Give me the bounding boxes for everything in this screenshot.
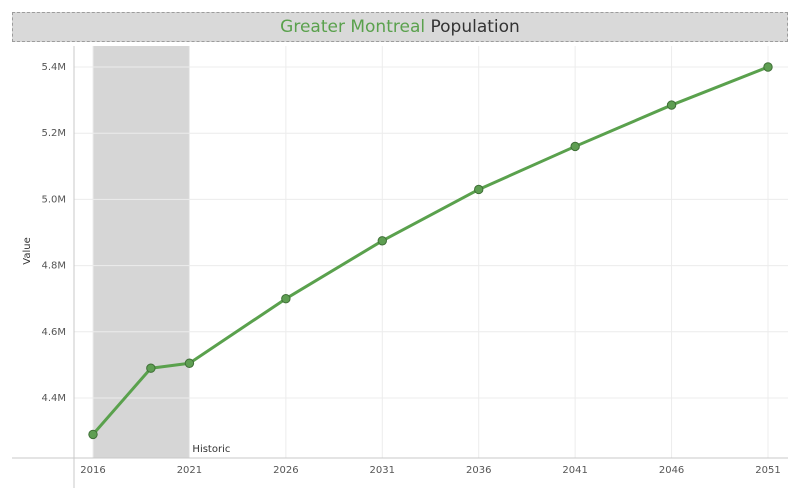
data-point — [281, 294, 291, 304]
data-point — [666, 100, 677, 110]
y-tick-label: 4.4M — [41, 393, 66, 404]
title-accent-text: Greater Montreal — [280, 17, 426, 37]
x-tick-label: 2051 — [755, 465, 780, 476]
historic-band — [93, 46, 190, 458]
y-axis-title: Value — [22, 237, 33, 264]
x-tick-label: 2026 — [273, 465, 298, 476]
x-tick-label: 2021 — [177, 465, 202, 476]
y-tick-label: 4.8M — [41, 261, 66, 272]
title-rest-text: Population — [430, 17, 520, 37]
y-tick-label: 5.2M — [41, 128, 66, 139]
y-tick-label: 5.0M — [41, 194, 66, 205]
x-tick-label: 2036 — [466, 465, 491, 476]
data-point — [146, 363, 156, 373]
historic-label: Historic — [192, 444, 230, 455]
y-tick-label: 4.6M — [41, 327, 66, 338]
population-line — [91, 65, 769, 436]
x-tick-label: 2041 — [562, 465, 587, 476]
data-point — [377, 236, 387, 246]
y-tick-label: 5.4M — [41, 62, 66, 73]
data-point — [570, 141, 580, 152]
data-point — [88, 429, 98, 440]
x-tick-label: 2016 — [80, 465, 105, 476]
x-tick-label: 2031 — [370, 465, 395, 476]
data-point — [763, 62, 773, 72]
data-point — [184, 358, 195, 368]
data-point — [474, 184, 484, 195]
x-tick-label: 2046 — [659, 465, 684, 476]
chart-title: Greater Montreal Population — [12, 12, 788, 42]
